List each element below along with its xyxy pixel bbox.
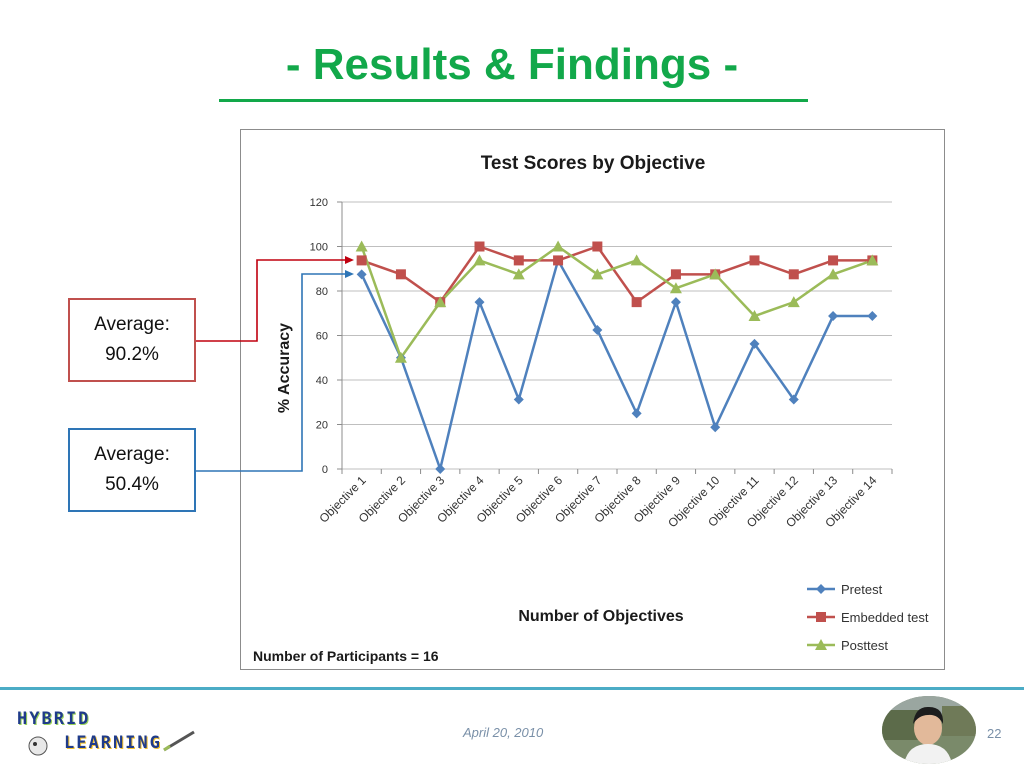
y-tick-labels: 0 20 40 60 80 100 120 — [310, 197, 328, 476]
line-chart: Test Scores by Objective % Accuracy Numb… — [253, 153, 929, 664]
posttest-marker — [630, 254, 643, 266]
participants-note: Number of Participants = 16 — [253, 648, 439, 664]
embedded-test-marker — [749, 255, 760, 266]
y-tick-label: 80 — [316, 286, 328, 298]
series-lines — [355, 240, 879, 474]
posttest-marker — [669, 282, 682, 294]
average-pretest-callout: Average: 50.4% — [68, 428, 196, 512]
y-tick-label: 0 — [322, 464, 328, 476]
pretest-marker — [828, 311, 839, 322]
embedded-test-marker — [631, 297, 642, 308]
posttest-marker — [787, 296, 800, 308]
pretest-marker — [631, 408, 642, 419]
embedded-test-marker — [592, 241, 603, 252]
gridlines — [337, 201, 893, 474]
legend-marker — [816, 584, 826, 594]
page-number: 22 — [987, 726, 1002, 741]
legend-label: Embedded test — [841, 610, 929, 625]
posttest-marker — [827, 268, 840, 280]
slide-title: - Results & Findings - — [285, 40, 739, 89]
embedded-test-marker — [356, 255, 367, 266]
y-tick-label: 100 — [310, 242, 328, 254]
footer-date: April 20, 2010 — [463, 725, 544, 740]
legend: Pretest Embedded test Posttest — [807, 582, 929, 653]
chart-title: Test Scores by Objective — [481, 153, 706, 174]
embedded-test-marker — [395, 269, 406, 280]
red-connector-line — [196, 259, 346, 342]
pretest-marker — [710, 422, 721, 433]
embedded-test-marker — [474, 241, 485, 252]
posttest-marker — [394, 351, 407, 363]
callout-label: Average: — [94, 314, 170, 335]
x-axis-label: Number of Objectives — [518, 608, 683, 625]
red-connector-arrowhead — [345, 256, 354, 264]
y-tick-label: 20 — [316, 420, 328, 432]
embedded-test-marker — [513, 255, 524, 266]
legend-label: Posttest — [841, 638, 888, 653]
callout-label: Average: — [94, 444, 170, 465]
title-underline — [219, 99, 808, 102]
pretest-marker — [749, 338, 760, 349]
embedded-test-marker — [670, 269, 681, 280]
callout-value: 50.4% — [105, 474, 159, 495]
y-tick-label: 120 — [310, 197, 328, 209]
hybrid-learning-logo: HYBRID LEARNING — [12, 706, 202, 758]
pretest-marker — [788, 394, 799, 405]
embedded-test-line — [361, 245, 873, 304]
posttest-line — [360, 245, 873, 359]
y-tick-label: 60 — [316, 331, 328, 343]
average-embedded-callout: Average: 90.2% — [68, 298, 196, 382]
embedded-test-marker — [788, 269, 799, 280]
pretest-marker — [670, 297, 681, 308]
legend-label: Pretest — [841, 582, 883, 597]
blue-connector-line — [196, 273, 346, 472]
pretest-marker — [474, 297, 485, 308]
posttest-marker — [473, 254, 486, 266]
posttest-marker — [709, 268, 722, 280]
callout-value: 90.2% — [105, 344, 159, 365]
pretest-marker — [435, 464, 446, 474]
legend-marker — [816, 612, 826, 622]
posttest-marker — [866, 254, 879, 266]
embedded-test-marker — [828, 255, 839, 266]
y-tick-label: 40 — [316, 375, 328, 387]
pretest-line — [360, 259, 873, 471]
logo-graphic — [28, 730, 195, 756]
posttest-marker — [355, 240, 368, 252]
posttest-marker — [512, 268, 525, 280]
y-axis-label: % Accuracy — [276, 323, 293, 413]
posttest-marker — [748, 310, 761, 322]
posttest-marker — [591, 268, 604, 280]
blue-connector-arrowhead — [345, 270, 354, 278]
chart-frame: Test Scores by Objective % Accuracy Numb… — [240, 129, 945, 670]
pretest-marker — [867, 311, 878, 322]
avatar-photo — [882, 696, 976, 764]
pretest-marker — [356, 269, 367, 280]
logo-word-hybrid: HYBRID — [17, 709, 91, 729]
embedded-test-marker — [553, 255, 564, 266]
legend-marker — [815, 639, 827, 650]
posttest-marker — [552, 240, 565, 252]
logo-word-learning: LEARNING — [64, 733, 162, 753]
pretest-marker — [513, 394, 524, 405]
posttest-marker — [434, 296, 447, 308]
footer-divider — [0, 687, 1024, 690]
pretest-marker — [592, 324, 603, 335]
presenter-avatar — [882, 696, 976, 764]
